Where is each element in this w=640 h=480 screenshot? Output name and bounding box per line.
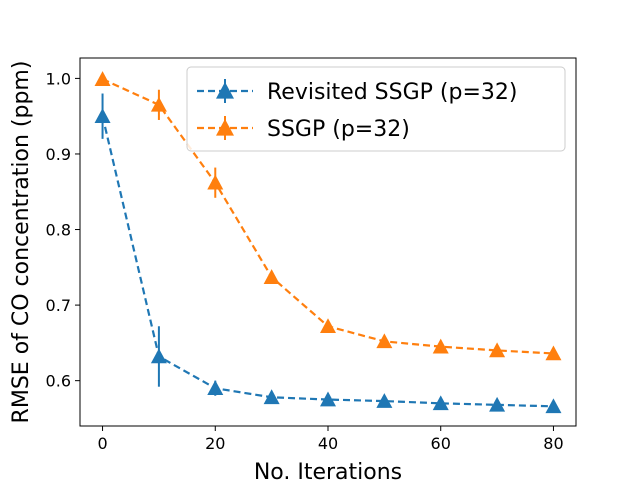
- data-point: [150, 96, 167, 112]
- y-tick-label: 1.0: [46, 69, 71, 88]
- data-point: [320, 391, 336, 407]
- legend-marker: [216, 82, 234, 99]
- data-point: [94, 71, 111, 86]
- x-tick-label: 40: [318, 434, 338, 453]
- series-1: [94, 71, 562, 361]
- x-tick-label: 60: [431, 434, 451, 453]
- x-tick-label: 0: [97, 434, 107, 453]
- y-tick-label: 0.9: [46, 145, 71, 164]
- data-point: [150, 348, 167, 364]
- y-tick-label: 0.6: [46, 372, 71, 391]
- data-point: [207, 380, 224, 396]
- data-point: [207, 174, 224, 190]
- series-layer: [94, 71, 562, 414]
- legend-label: SSGP (p=32): [267, 117, 410, 142]
- y-axis-title: RMSE of CO concentration (ppm): [9, 61, 34, 424]
- data-point: [376, 333, 393, 349]
- data-point: [432, 395, 449, 411]
- data-point: [489, 396, 506, 412]
- y-tick-label: 0.7: [46, 296, 71, 315]
- data-point: [489, 342, 506, 358]
- data-point: [545, 345, 562, 361]
- legend-entry-1: SSGP (p=32): [197, 116, 410, 142]
- legend-entry-0: Revisited SSGP (p=32): [197, 79, 517, 105]
- data-point: [94, 108, 111, 123]
- legend-label: Revisited SSGP (p=32): [267, 80, 517, 105]
- y-tick-label: 0.8: [46, 221, 71, 240]
- x-tick-label: 80: [543, 434, 563, 453]
- series-line: [101, 115, 554, 408]
- data-point: [545, 398, 562, 414]
- x-axis-title: No. Iterations: [254, 460, 402, 480]
- data-point: [432, 338, 449, 354]
- series-0: [94, 93, 562, 414]
- legend: Revisited SSGP (p=32) SSGP (p=32): [186, 66, 566, 152]
- data-point: [376, 393, 393, 408]
- data-point: [263, 389, 280, 405]
- data-point: [263, 269, 280, 284]
- data-point: [320, 318, 336, 334]
- x-tick-label: 20: [205, 434, 225, 453]
- legend-marker: [216, 119, 234, 136]
- legend-frame: [186, 66, 566, 152]
- ticks-layer: 0 20 40 60 80 0.6 0.7 0.8 0.9 1.0: [46, 69, 564, 453]
